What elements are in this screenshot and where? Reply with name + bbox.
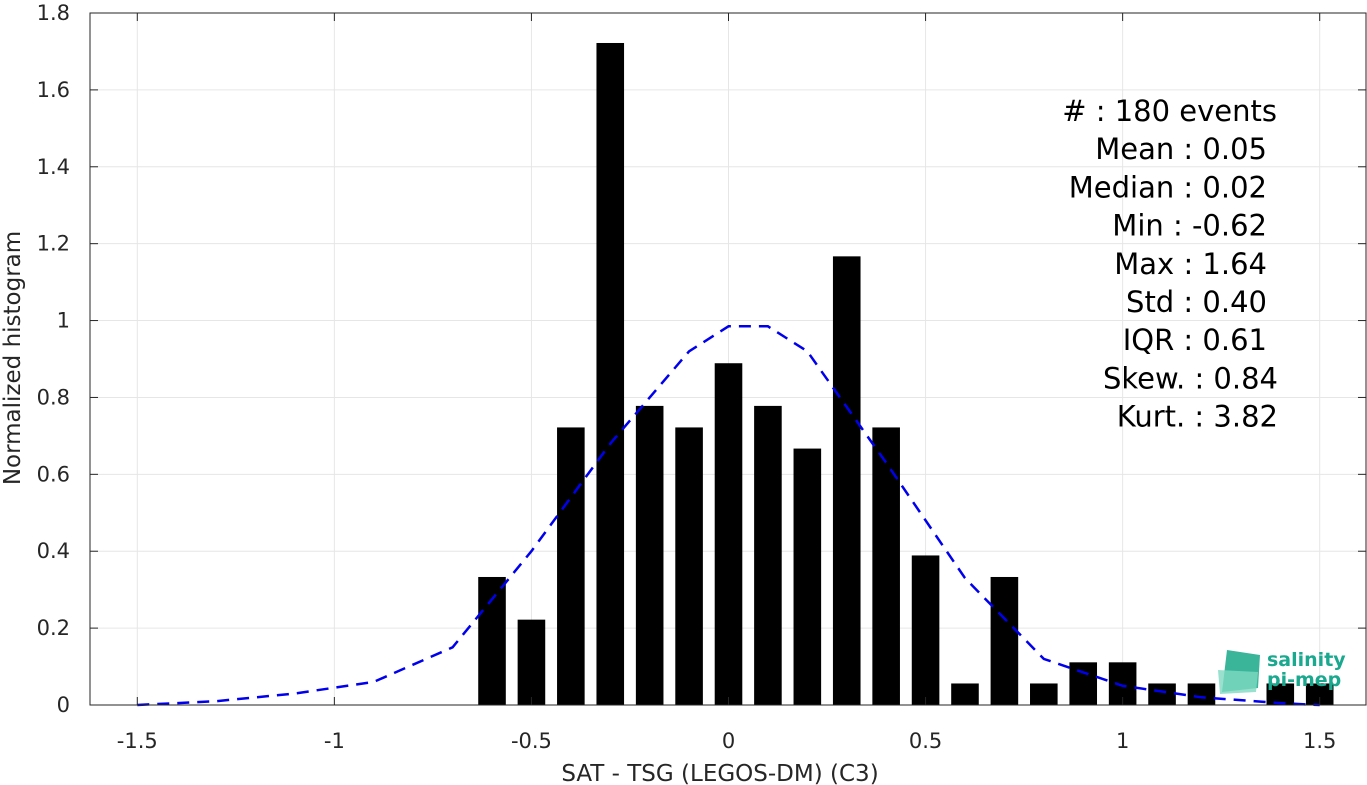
x-axis-label: SAT - TSG (LEGOS-DM) (C3) <box>561 761 878 785</box>
histogram-bar <box>1305 683 1334 705</box>
salinity-pi-mep-logo: salinity pi-mep <box>1218 649 1346 694</box>
histogram-bar <box>872 427 900 705</box>
histogram-bar <box>714 363 743 705</box>
stats-line: Min : -0.62 <box>1112 209 1267 243</box>
x-tick-label: -1.5 <box>117 729 158 753</box>
histogram-bar <box>951 683 979 705</box>
histogram-bar <box>557 427 585 705</box>
histogram-bar <box>675 427 703 705</box>
x-tick-label: 1.5 <box>1303 729 1336 753</box>
y-tick-label: 0.2 <box>37 616 70 640</box>
x-tick-label: -0.5 <box>511 729 552 753</box>
histogram-bar <box>1148 683 1176 705</box>
histogram-bar <box>1069 662 1098 705</box>
histogram-bar <box>635 405 664 705</box>
x-tick-label: 0 <box>722 729 735 753</box>
logo-line2: pi-mep <box>1267 669 1341 691</box>
y-tick-label: 1.6 <box>37 78 70 102</box>
histogram-bar <box>754 405 782 705</box>
logo-wave-shade <box>1218 670 1258 694</box>
stats-line: Median : 0.02 <box>1069 170 1267 204</box>
stats-line: Max : 1.64 <box>1114 247 1267 281</box>
fit-curve-group <box>137 325 1320 707</box>
histogram-bar <box>793 448 822 705</box>
stats-line: # : 180 events <box>1062 94 1277 128</box>
histogram-bar <box>1266 683 1295 705</box>
stats-line: Kurt. : 3.82 <box>1117 400 1278 434</box>
y-tick-label: 0.8 <box>37 385 70 409</box>
y-axis-label: Normalized histogram <box>0 231 26 485</box>
histogram-bar <box>832 256 861 705</box>
histogram-bar <box>1187 683 1216 705</box>
histogram-bar <box>990 576 1019 705</box>
stats-line: IQR : 0.61 <box>1123 323 1267 357</box>
x-tick-label: -1 <box>324 729 345 753</box>
y-tick-label: 1.4 <box>37 155 70 179</box>
x-tick-label: 1 <box>1116 729 1129 753</box>
stats-line: Skew. : 0.84 <box>1103 361 1278 395</box>
logo-line1: salinity <box>1267 649 1346 671</box>
stats-box: # : 180 events Mean : 0.05 Median : 0.02 Mi… <box>1062 94 1278 434</box>
y-tick-label: 1.2 <box>37 232 70 256</box>
bars <box>478 42 1334 705</box>
histogram-bar <box>478 576 506 705</box>
histogram-bar <box>596 42 625 705</box>
histogram-bar <box>517 619 546 705</box>
axis-ticks: -1.5 -1 -0.5 0 0.5 1 1.5 0 0.2 0.4 0.6 0.8 1 1.2 1.4 1.… <box>37 1 1366 753</box>
x-tick-label: 0.5 <box>909 729 942 753</box>
y-tick-label: 0.6 <box>37 462 70 486</box>
gaussian-fit-curve <box>137 325 1320 707</box>
y-tick-label: 0 <box>57 693 70 717</box>
histogram-bar <box>911 555 940 705</box>
y-tick-label: 1 <box>57 309 70 333</box>
stats-line: Std : 0.40 <box>1126 285 1267 319</box>
stats-line: Mean : 0.05 <box>1095 132 1267 166</box>
y-tick-label: 1.8 <box>37 1 70 25</box>
y-tick-label: 0.4 <box>37 539 70 563</box>
histogram-bar <box>1030 683 1058 705</box>
